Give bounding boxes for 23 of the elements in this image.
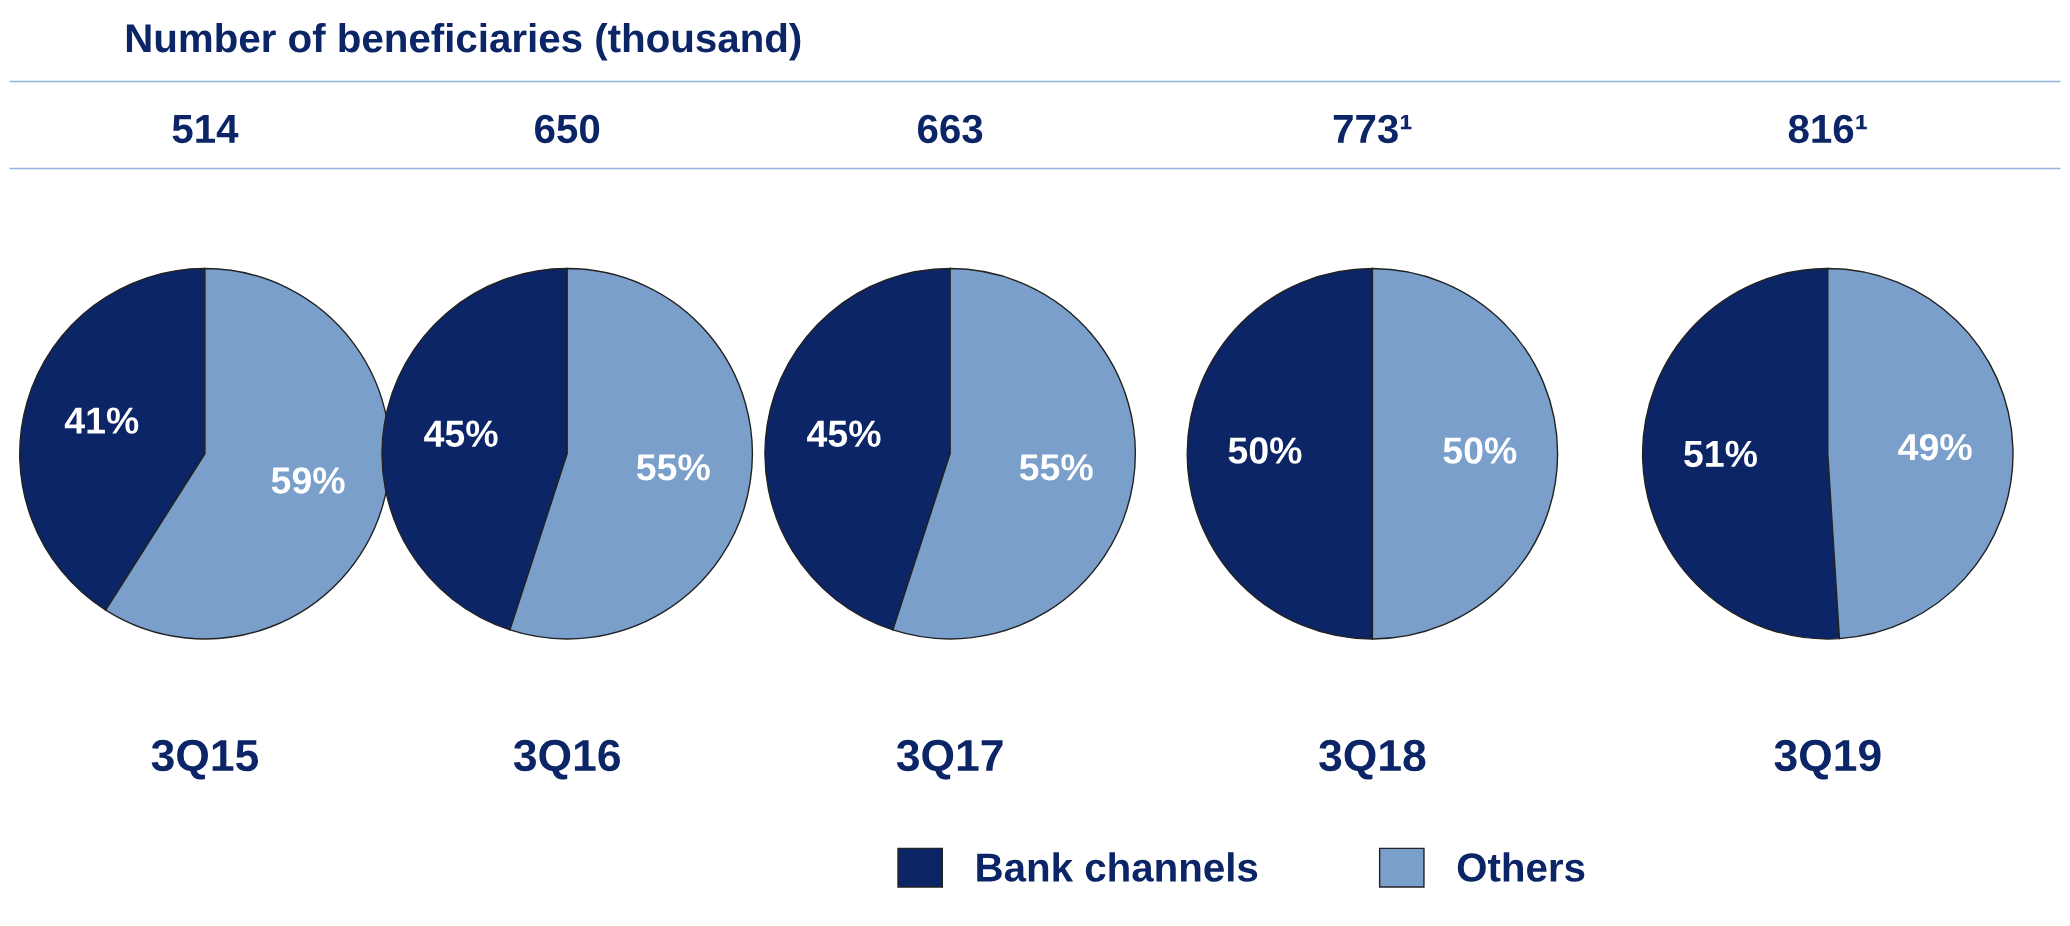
chart-title: 663 [918,114,983,144]
data-label: 41% [64,407,139,434]
chart-title: 773¹ [1333,114,1412,144]
text: 3Q16 [513,739,620,780]
data-label: 55% [636,454,710,481]
text: 3Q18 [1319,739,1426,780]
chart-title: 816¹ [1788,114,1867,144]
data-label: 59% [271,467,345,494]
data-label: 49% [1898,433,1972,461]
legend-label: Others [1457,852,1585,882]
chart-title: 514 [172,115,239,144]
legend-label: Bank channels [977,852,1258,882]
text: 3Q17 [896,739,1003,780]
data-label: 50% [1228,437,1302,464]
text: Number of beneficiaries (thousand) [126,22,801,61]
data-label: 51% [1684,440,1757,468]
data-label: 45% [424,420,498,447]
data-label: 45% [807,420,881,447]
data-label: 55% [1019,454,1093,481]
chart-title: 650 [535,114,600,144]
data-label: 50% [1443,437,1517,464]
text: 3Q19 [1774,739,1881,780]
text: 3Q15 [151,739,259,780]
